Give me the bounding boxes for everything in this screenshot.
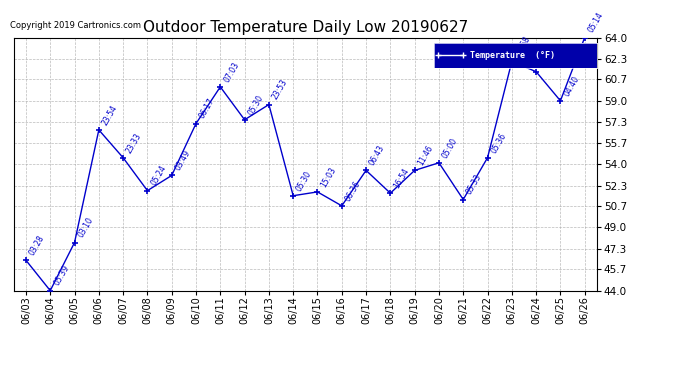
Text: 21:30: 21:30 bbox=[538, 45, 557, 69]
Text: 06:43: 06:43 bbox=[368, 144, 386, 167]
Text: 05:39: 05:39 bbox=[52, 264, 71, 288]
Text: 07:03: 07:03 bbox=[222, 60, 241, 84]
Title: Outdoor Temperature Daily Low 20190627: Outdoor Temperature Daily Low 20190627 bbox=[143, 20, 468, 35]
Text: 05:30: 05:30 bbox=[295, 169, 314, 192]
Text: 03:49: 03:49 bbox=[173, 149, 193, 172]
Text: 05:30: 05:30 bbox=[246, 93, 265, 117]
Text: 06:17: 06:17 bbox=[198, 97, 217, 120]
Text: Copyright 2019 Cartronics.com: Copyright 2019 Cartronics.com bbox=[10, 21, 141, 30]
Text: 03:28: 03:28 bbox=[28, 234, 46, 257]
Text: 15:03: 15:03 bbox=[319, 165, 338, 189]
Text: 05:24: 05:24 bbox=[149, 164, 168, 188]
Text: 04:40: 04:40 bbox=[562, 74, 581, 98]
Text: 05:00: 05:00 bbox=[441, 136, 460, 160]
Text: 05:14: 05:14 bbox=[586, 11, 605, 34]
Text: 03:10: 03:10 bbox=[76, 216, 95, 239]
Text: 11:46: 11:46 bbox=[416, 144, 435, 167]
Text: 23:53: 23:53 bbox=[270, 78, 289, 101]
Text: 06:36: 06:36 bbox=[344, 179, 362, 203]
Text: 23:54: 23:54 bbox=[101, 103, 119, 127]
Text: 05:33: 05:33 bbox=[465, 173, 484, 196]
Text: 05:36: 05:36 bbox=[489, 131, 508, 154]
Text: 07:58: 07:58 bbox=[513, 35, 532, 58]
Text: 16:54: 16:54 bbox=[392, 166, 411, 190]
Text: 23:33: 23:33 bbox=[125, 131, 144, 154]
